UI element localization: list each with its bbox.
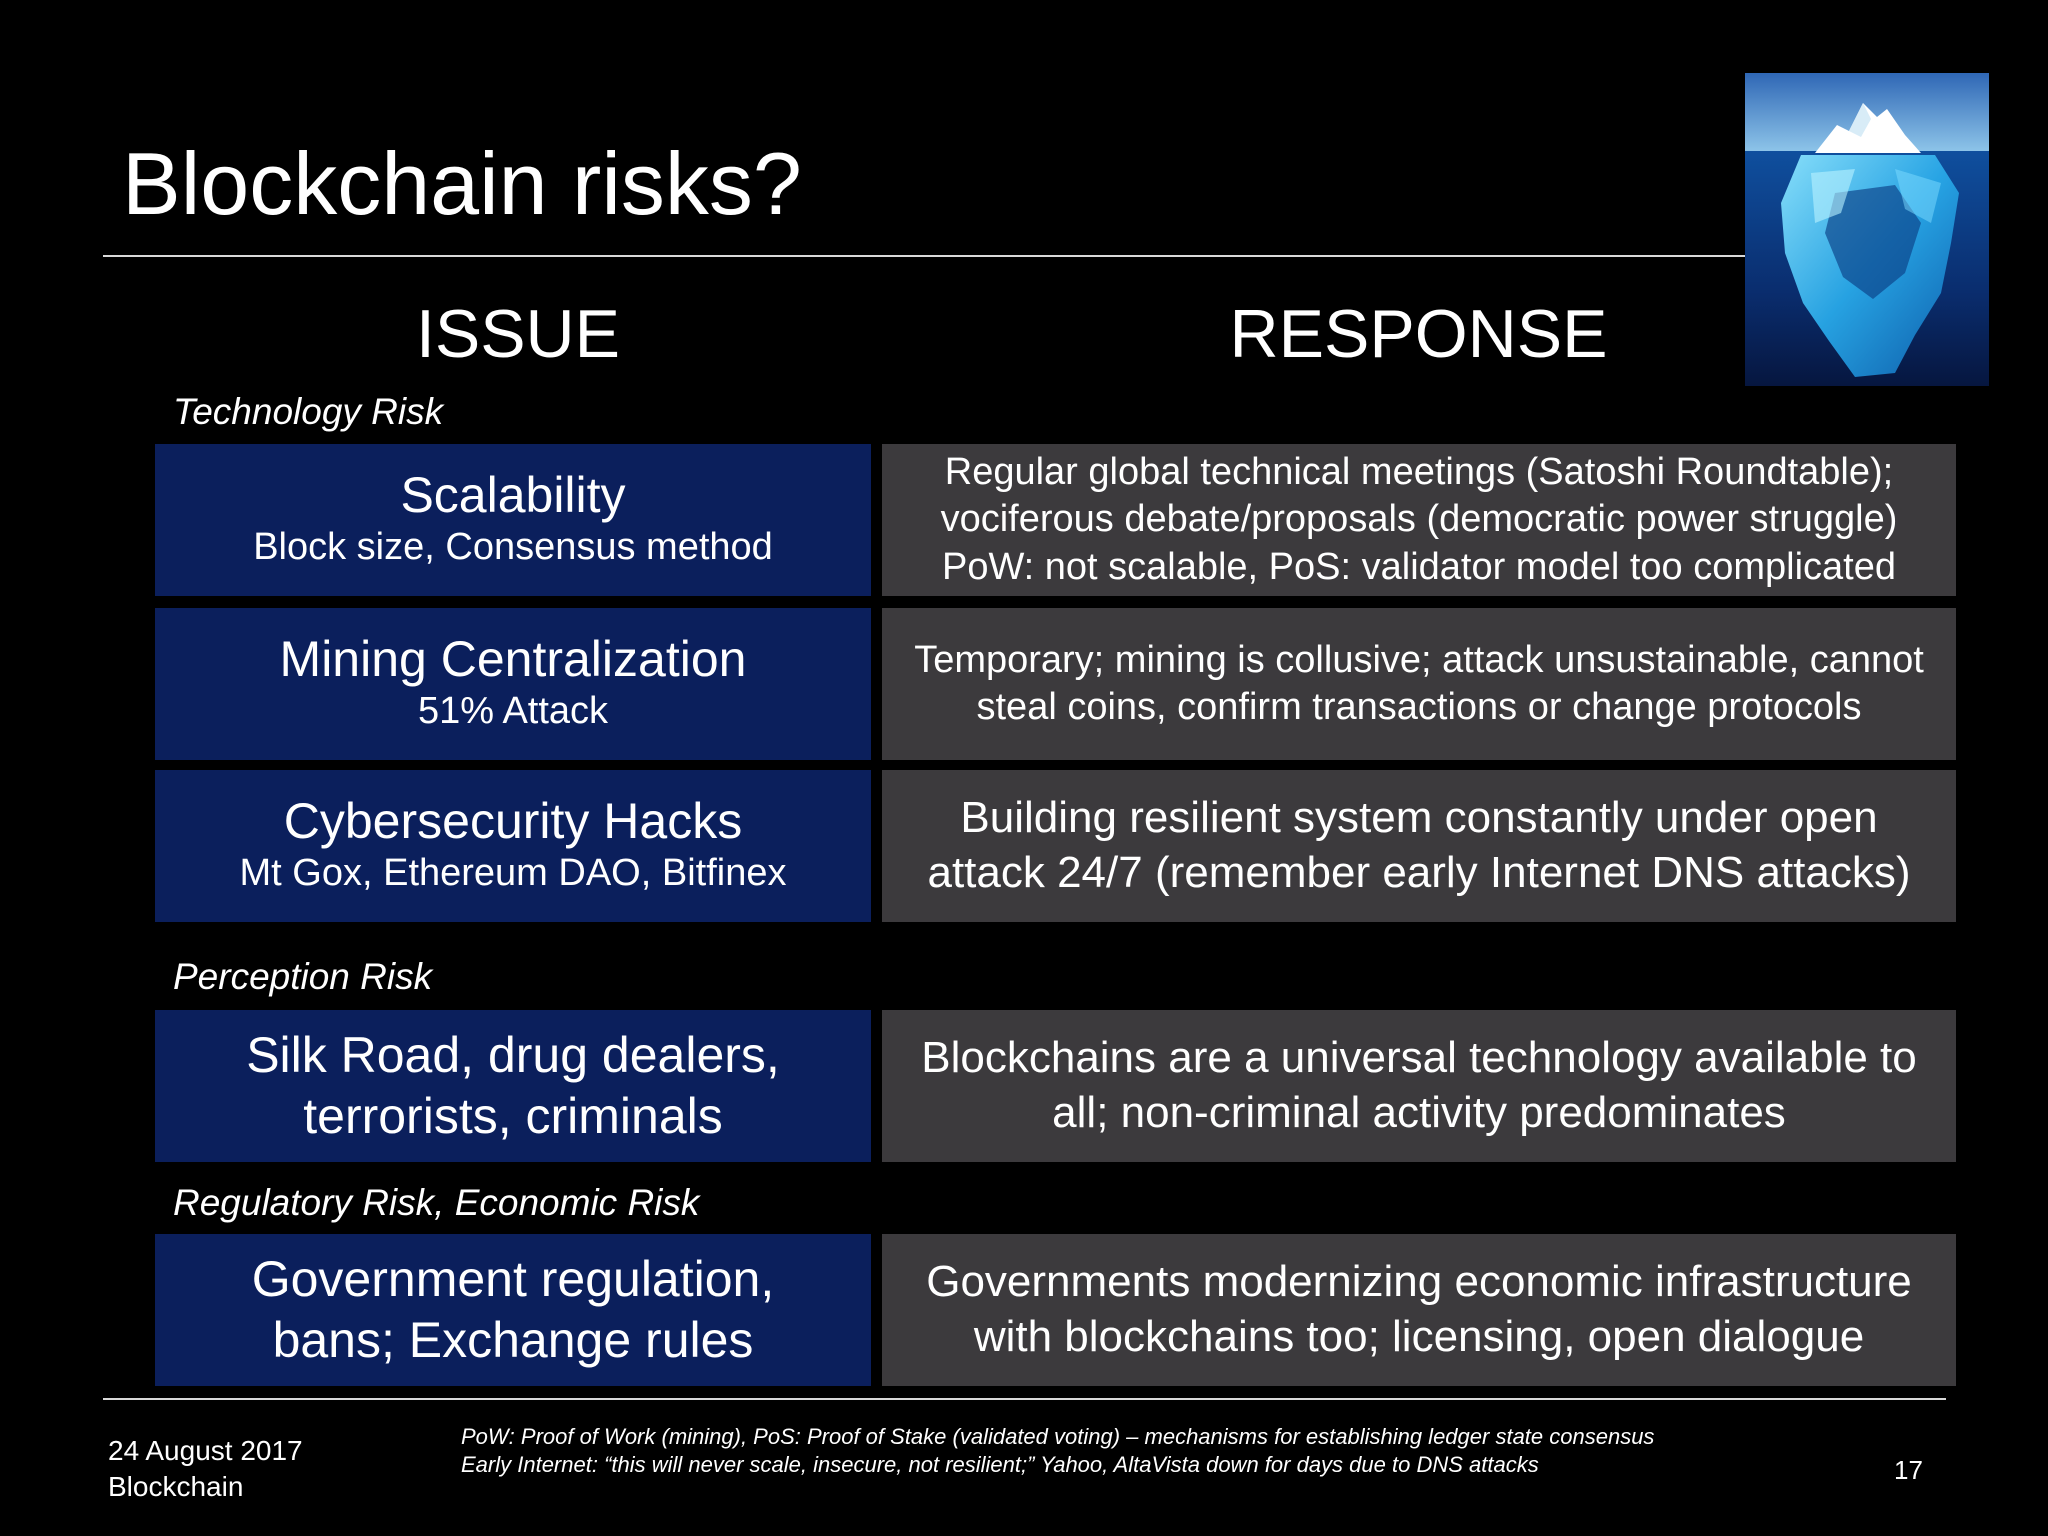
issue-title-line: Silk Road, drug dealers, bbox=[246, 1027, 780, 1083]
issue-title-line: terrorists, criminals bbox=[303, 1088, 723, 1144]
issue-box-scalability: Scalability Block size, Consensus method bbox=[155, 444, 871, 596]
response-box-government-regulation: Governments modernizing economic infrast… bbox=[882, 1234, 1956, 1386]
slide-title: Blockchain risks? bbox=[122, 134, 802, 233]
section-label-technology-risk: Technology Risk bbox=[173, 391, 444, 432]
response-line: Regular global technical meetings (Satos… bbox=[944, 451, 1894, 494]
footer-divider bbox=[103, 1398, 1946, 1400]
footer-topic: Blockchain bbox=[108, 1470, 244, 1502]
response-box-cybersecurity-hacks: Building resilient system constantly und… bbox=[882, 770, 1956, 922]
issue-box-mining-centralization: Mining Centralization 51% Attack bbox=[155, 608, 871, 760]
issue-box-cybersecurity-hacks: Cybersecurity Hacks Mt Gox, Ethereum DAO… bbox=[155, 770, 871, 922]
issue-title-line: Government regulation, bbox=[251, 1251, 775, 1307]
footnote-line: Early Internet: “this will never scale, … bbox=[461, 1452, 1539, 1478]
footnotes: PoW: Proof of Work (mining), PoS: Proof … bbox=[461, 1423, 1654, 1479]
issue-title: Cybersecurity Hacks bbox=[283, 792, 743, 849]
iceberg-image bbox=[1745, 73, 1989, 386]
response-line: all; non-criminal activity predominates bbox=[1052, 1088, 1786, 1137]
issue-subtitle: Block size, Consensus method bbox=[253, 525, 773, 568]
footer-date: 24 August 2017 bbox=[108, 1435, 303, 1466]
section-label-perception-risk: Perception Risk bbox=[173, 956, 433, 997]
issue-box-government-regulation: Government regulation, bans; Exchange ru… bbox=[155, 1234, 871, 1386]
issue-subtitle: Mt Gox, Ethereum DAO, Bitfinex bbox=[239, 851, 787, 894]
footer-date-block: 24 August 2017 Blockchain bbox=[108, 1433, 303, 1505]
issue-title: Mining Centralization bbox=[279, 630, 747, 687]
response-box-mining-centralization: Temporary; mining is collusive; attack u… bbox=[882, 608, 1956, 760]
issue-box-silk-road: Silk Road, drug dealers, terrorists, cri… bbox=[155, 1010, 871, 1162]
issue-subtitle: 51% Attack bbox=[417, 689, 609, 732]
response-line: PoW: not scalable, PoS: validator model … bbox=[941, 545, 1897, 588]
issue-title-line: bans; Exchange rules bbox=[272, 1312, 754, 1368]
response-column-header: RESPONSE bbox=[1229, 296, 1608, 372]
response-line: attack 24/7 (remember early Internet DNS… bbox=[927, 848, 1911, 897]
response-line: Building resilient system constantly und… bbox=[960, 793, 1878, 843]
response-line: with blockchains too; licensing, open di… bbox=[973, 1312, 1865, 1361]
issue-title: Scalability bbox=[400, 466, 626, 523]
response-line: steal coins, confirm transactions or cha… bbox=[976, 686, 1862, 728]
section-label-regulatory-risk: Regulatory Risk, Economic Risk bbox=[173, 1182, 700, 1223]
title-divider bbox=[103, 255, 1745, 257]
response-line: Governments modernizing economic infrast… bbox=[926, 1257, 1912, 1307]
response-line: Blockchains are a universal technology a… bbox=[921, 1033, 1917, 1083]
page-number: 17 bbox=[1894, 1455, 1923, 1485]
response-box-scalability: Regular global technical meetings (Satos… bbox=[882, 444, 1956, 596]
footnote-line: PoW: Proof of Work (mining), PoS: Proof … bbox=[461, 1424, 1655, 1449]
response-box-silk-road: Blockchains are a universal technology a… bbox=[882, 1010, 1956, 1162]
response-line: Temporary; mining is collusive; attack u… bbox=[914, 638, 1924, 681]
response-line: vociferous debate/proposals (democratic … bbox=[940, 498, 1898, 541]
issue-column-header: ISSUE bbox=[415, 296, 621, 372]
